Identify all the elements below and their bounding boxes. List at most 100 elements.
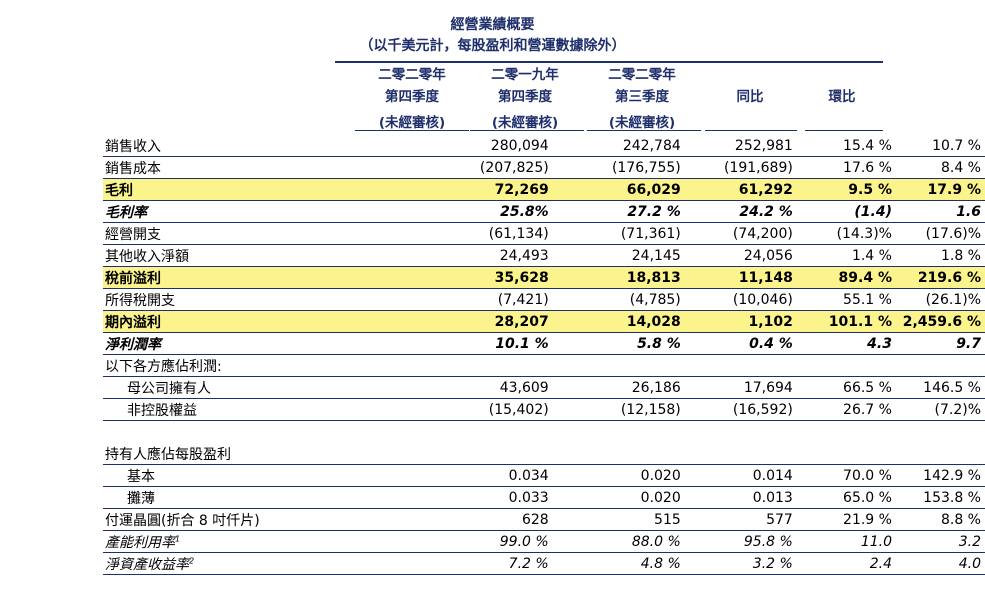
cell-value: (15,402) <box>348 398 573 421</box>
cell-value: 21.9 % <box>796 508 896 531</box>
cell-value: (12,158) <box>572 398 685 421</box>
cell-value: 24,056 <box>684 244 797 267</box>
table-row-roe: 淨資產收益率2 7.2 % 4.8 % 3.2 % 2.4 4.0 <box>103 552 985 575</box>
cell-value: 0.033 <box>348 486 573 509</box>
cell-value <box>684 354 797 377</box>
cell-value: (191,689) <box>684 156 797 179</box>
cell-value: (176,755) <box>572 156 685 179</box>
cell-value: 72,269 <box>348 178 573 201</box>
cell-value: 4.0 <box>895 552 985 575</box>
cell-value: 1,102 <box>684 310 797 333</box>
results-table: 銷售收入 280,094 242,784 252,981 15.4 % 10.7 % 銷售成… <box>103 135 985 575</box>
cell-value: 101.1 % <box>796 310 896 333</box>
cell-value: 3.2 % <box>684 552 797 575</box>
cell-value: 10.7 % <box>895 135 985 157</box>
table-row-spacer <box>103 421 985 444</box>
row-label: 產能利用率1 <box>103 530 349 553</box>
table-row-cost-of-sales: 銷售成本 (207,825) (176,755) (191,689) 17.6 % 8.4… <box>103 156 985 179</box>
cell-value: 24,145 <box>572 244 685 267</box>
cell-value <box>684 443 797 465</box>
cell-value: 0.020 <box>572 486 685 509</box>
cell-value: 27.2 % <box>572 200 685 223</box>
row-label: 經營開支 <box>103 222 349 245</box>
cell-value: 1.4 % <box>796 244 896 267</box>
table-row-sales-revenue: 銷售收入 280,094 242,784 252,981 15.4 % 10.7 % <box>103 135 985 157</box>
cell-value: 4.8 % <box>572 552 685 575</box>
row-label: 期內溢利 <box>103 310 349 333</box>
table-row-income-tax: 所得稅開支 (7,421) (4,785) (10,046) 55.1 % (26.1)% <box>103 288 985 311</box>
cell-value: 99.0 % <box>348 530 573 553</box>
cell-value: (7,421) <box>348 288 573 311</box>
table-row-profit-before-tax: 稅前溢利 35,628 18,813 11,148 89.4 % 219.6 % <box>103 266 985 289</box>
row-label: 毛利 <box>103 178 349 201</box>
cell-value: 55.1 % <box>796 288 896 311</box>
cell-value: 15.4 % <box>796 135 896 157</box>
cell-value: (74,200) <box>684 222 797 245</box>
cell-value <box>797 421 896 444</box>
cell-value <box>348 354 573 377</box>
cell-value: 5.8 % <box>572 332 685 355</box>
cell-value: 280,094 <box>348 135 573 157</box>
cell-value: 24.2 % <box>684 200 797 223</box>
cell-value: 28,207 <box>348 310 573 333</box>
cell-value: 11.0 <box>796 530 896 553</box>
cell-value: 17,694 <box>684 376 797 399</box>
cell-value: (16,592) <box>684 398 797 421</box>
footnote-marker: 1 <box>175 533 181 543</box>
cell-value: 7.2 % <box>348 552 573 575</box>
cell-value: 146.5 % <box>895 376 985 399</box>
row-label: 以下各方應佔利潤: <box>103 354 349 377</box>
cell-value: 9.5 % <box>796 178 896 201</box>
cell-value: 2.4 <box>796 552 896 575</box>
cell-value: 0.013 <box>684 486 797 509</box>
cell-value: 95.8 % <box>684 530 797 553</box>
cell-value: 11,148 <box>684 266 797 289</box>
cell-value: 35,628 <box>348 266 573 289</box>
table-row-gross-profit: 毛利 72,269 66,029 61,292 9.5 % 17.9 % <box>103 178 985 201</box>
cell-value: 14,028 <box>572 310 685 333</box>
row-label: 其他收入淨額 <box>103 244 349 267</box>
cell-value: 153.8 % <box>895 486 985 509</box>
cell-value: 0.034 <box>348 464 573 487</box>
cell-value: 4.3 <box>796 332 896 355</box>
cell-value: 61,292 <box>684 178 797 201</box>
row-label: 持有人應佔每股盈利 <box>103 443 349 465</box>
cell-value <box>796 443 896 465</box>
cell-value: 219.6 % <box>895 266 985 289</box>
row-label: 基本 <box>103 464 349 487</box>
cell-value: (14.3)% <box>796 222 896 245</box>
cell-value <box>349 421 573 444</box>
cell-value: 25.8% <box>348 200 573 223</box>
col-header-q4-2019: 二零一九年 第四季度 (未經審核) <box>491 67 559 131</box>
col-header-qoq: 環比 <box>828 89 856 105</box>
cell-value <box>896 421 985 444</box>
cell-value: 88.0 % <box>572 530 685 553</box>
cell-value: 66,029 <box>572 178 685 201</box>
cell-value: 17.6 % <box>796 156 896 179</box>
cell-value: 2,459.6 % <box>895 310 985 333</box>
header-top-rule <box>335 61 883 63</box>
cell-value: 1.8 % <box>895 244 985 267</box>
row-label: 淨利潤率 <box>103 332 349 355</box>
report-title: 經營業績概要 <box>450 17 535 33</box>
cell-value: 252,981 <box>684 135 797 157</box>
cell-value: 24,493 <box>348 244 573 267</box>
cell-value <box>895 354 985 377</box>
cell-value: 8.8 % <box>895 508 985 531</box>
cell-value: 17.9 % <box>895 178 985 201</box>
report-subtitle: （以千美元計，每股盈利和營運數據除外） <box>359 38 626 54</box>
cell-value <box>895 443 985 465</box>
cell-value: 142.9 % <box>895 464 985 487</box>
table-row-capacity-utilization: 產能利用率1 99.0 % 88.0 % 95.8 % 11.0 3.2 <box>103 530 985 553</box>
row-label: 銷售成本 <box>103 156 349 179</box>
cell-value: 89.4 % <box>796 266 896 289</box>
table-row-profit-for-period: 期內溢利 28,207 14,028 1,102 101.1 % 2,459.6 % <box>103 310 985 333</box>
cell-value: 70.0 % <box>796 464 896 487</box>
row-label: 付運晶圓(折合 8 吋仟片) <box>103 508 349 531</box>
table-row-eps-attributable: 持有人應佔每股盈利 <box>103 443 985 465</box>
cell-value: (1.4) <box>796 200 896 223</box>
cell-value: (207,825) <box>348 156 573 179</box>
table-row-wafer-shipments: 付運晶圓(折合 8 吋仟片) 628 515 577 21.9 % 8.8 % <box>103 508 985 531</box>
cell-value <box>796 354 896 377</box>
cell-value: 18,813 <box>572 266 685 289</box>
